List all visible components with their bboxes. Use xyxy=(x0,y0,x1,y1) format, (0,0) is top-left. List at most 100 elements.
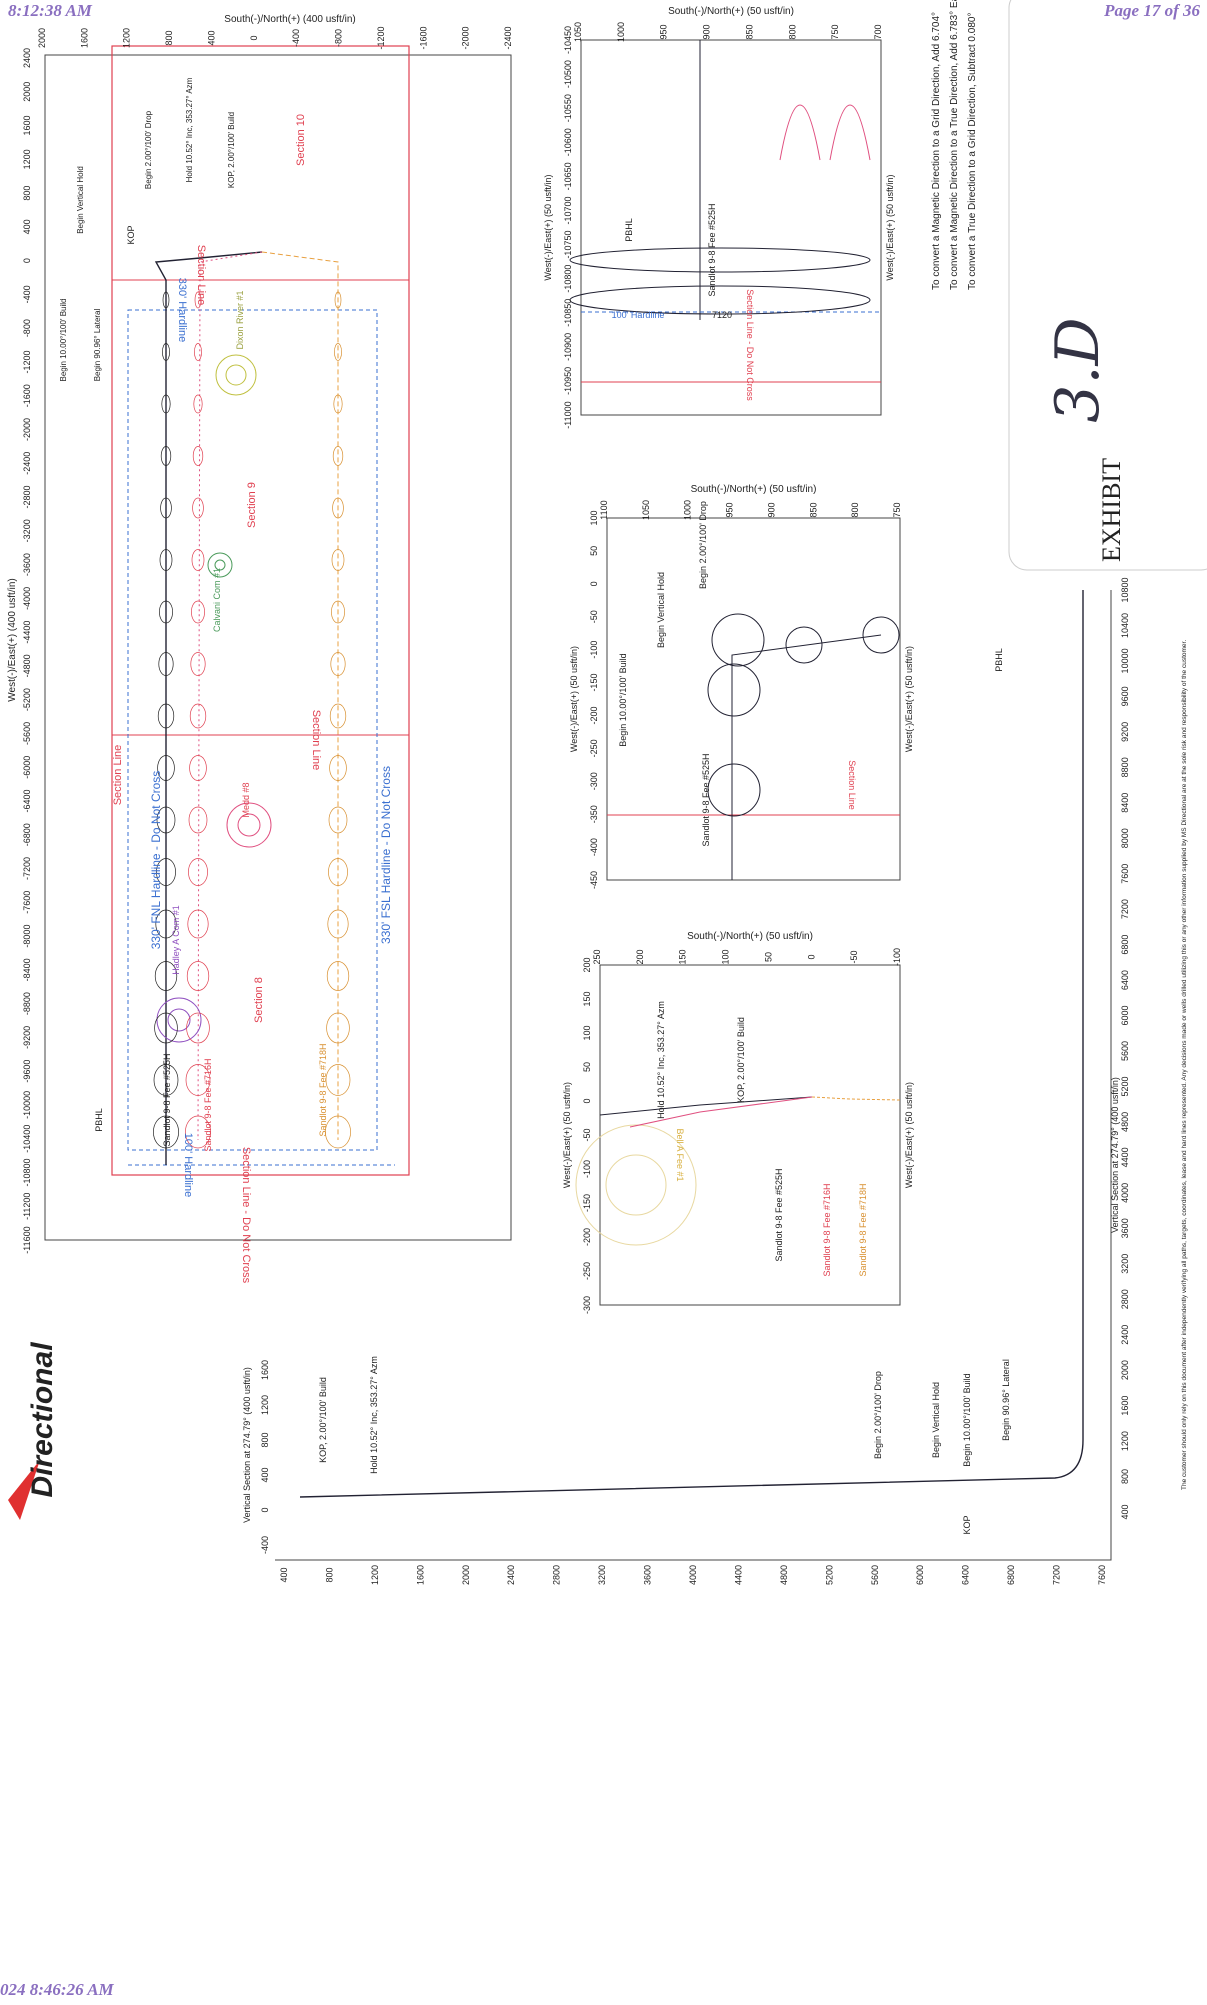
axis-label: West(-)/East(+) (400 usft/in) xyxy=(7,578,18,701)
inset-circles xyxy=(707,613,900,817)
tick-label: -400 xyxy=(589,838,599,856)
tick-label: -10400 xyxy=(22,1125,32,1153)
tick-label: 4800 xyxy=(1120,1112,1130,1132)
plan-label: Begin 2.00°/100' Drop xyxy=(144,110,153,189)
tick-label: 800 xyxy=(1120,1469,1130,1484)
tick-label: -10800 xyxy=(22,1158,32,1186)
inset-frame xyxy=(606,517,901,881)
tick-label: 6800 xyxy=(1120,935,1130,955)
inset-label: KOP, 2.00°/100' Build xyxy=(736,1017,746,1103)
tick-label: 1200 xyxy=(22,149,32,169)
tick-label: 7200 xyxy=(1052,1565,1062,1585)
exhibit-title: EXHIBIT xyxy=(1097,458,1126,562)
tick-label: 8000 xyxy=(1120,828,1130,848)
plan-label: Medd #8 xyxy=(241,782,251,817)
tick-label: 800 xyxy=(22,186,32,201)
uncertainty-ellipse xyxy=(326,961,350,991)
uncertainty-ellipse xyxy=(331,600,345,624)
inset-label: 100' Hardline xyxy=(612,310,665,320)
tick-label: -10700 xyxy=(563,196,573,224)
axis-label: South(-)/North(+) (50 usft/in) xyxy=(687,931,813,942)
inset-label: Section Line - Do Not Cross xyxy=(745,289,755,401)
inset-frame xyxy=(599,964,901,1306)
tick-label: 6800 xyxy=(1006,1565,1016,1585)
tick-label: -11600 xyxy=(22,1226,32,1253)
tick-label: -10900 xyxy=(563,333,573,361)
tick-label: 1600 xyxy=(1120,1396,1130,1416)
uncertainty-ellipses xyxy=(153,291,351,1149)
plan-label: Sandlot 9-8 Fee #525H xyxy=(162,1053,172,1146)
tick-label: -2800 xyxy=(22,486,32,509)
tick-label: -250 xyxy=(582,1262,592,1280)
tick-label: 3600 xyxy=(643,1565,653,1585)
uncertainty-ellipse xyxy=(185,1115,211,1149)
tick-label: -100 xyxy=(589,641,599,659)
uncertainty-ellipse xyxy=(326,1012,350,1044)
section-box xyxy=(111,45,410,1176)
uncertainty-ellipse xyxy=(194,291,202,309)
tick-label: -10750 xyxy=(563,231,573,259)
tick-label: 800 xyxy=(324,1567,334,1582)
uncertainty-ellipse xyxy=(189,755,207,781)
circle xyxy=(785,626,823,664)
tick-label: -9200 xyxy=(22,1026,32,1049)
tick-label: -100 xyxy=(582,1160,592,1178)
tick-label: -400 xyxy=(22,285,32,303)
circle xyxy=(862,616,900,654)
uncertainty-ellipse xyxy=(192,446,204,466)
offset-wells xyxy=(156,354,272,1043)
uncertainty-ellipse xyxy=(153,1115,179,1149)
axis-label: Vertical Section at 274.79° (400 usft/in… xyxy=(242,1367,252,1523)
uncertainty-ellipse xyxy=(334,291,342,309)
plan-label: Sandlot 9-8 Fee #718H xyxy=(318,1043,328,1136)
tick-label: -450 xyxy=(589,871,599,889)
uncertainty-ellipse xyxy=(153,1064,179,1096)
inset-arcs xyxy=(779,104,871,161)
tick-label: 50 xyxy=(589,546,599,556)
uncertainty-ellipse xyxy=(156,806,176,834)
tick-label: 6400 xyxy=(961,1565,971,1585)
tick-label: 2000 xyxy=(1120,1360,1130,1380)
tick-label: 2000 xyxy=(37,28,47,48)
uncertainty-ellipse xyxy=(188,806,208,834)
hadley-well-inner xyxy=(167,1008,191,1032)
tick-label: 5200 xyxy=(1120,1076,1130,1096)
tick-label: 5600 xyxy=(1120,1041,1130,1061)
circle xyxy=(711,613,765,667)
inset-ellipse xyxy=(569,285,871,315)
tick-label: -400 xyxy=(291,29,301,47)
tick-label: -5200 xyxy=(22,688,32,711)
wellbore-718h xyxy=(261,251,339,1140)
plan-label: Hadley A Com #1 xyxy=(171,905,181,975)
uncertainty-ellipse xyxy=(325,1115,351,1149)
tick-label: -3200 xyxy=(22,519,32,542)
hadley-well xyxy=(156,997,202,1043)
tick-label: 3200 xyxy=(597,1565,607,1585)
uncertainty-ellipse xyxy=(194,343,202,361)
inset-label: Sandlot 9-8 Fee #718H xyxy=(858,1183,868,1276)
tick-label: -6000 xyxy=(22,756,32,779)
tick-label: 250 xyxy=(592,949,602,964)
tick-label: -10450 xyxy=(563,26,573,54)
tick-label: 750 xyxy=(892,502,902,517)
uncertainty-ellipse xyxy=(162,343,170,361)
bell-well xyxy=(575,1124,697,1246)
plan-label: Section Line xyxy=(195,245,207,306)
tick-label: -50 xyxy=(849,950,859,963)
tick-label: 8400 xyxy=(1120,793,1130,813)
plan-label: Begin Vertical Hold xyxy=(76,166,85,234)
header-time: 8:12:38 AM xyxy=(8,1,93,20)
tick-label: 1600 xyxy=(79,28,89,48)
tick-label: -1600 xyxy=(418,26,428,49)
tick-label: 7600 xyxy=(1120,864,1130,884)
vs-label: Begin Vertical Hold xyxy=(931,1382,941,1458)
tick-label: -100 xyxy=(892,948,902,966)
tick-label: 2000 xyxy=(461,1565,471,1585)
tick-label: 6000 xyxy=(1120,1006,1130,1026)
tick-label: 4000 xyxy=(1120,1183,1130,1203)
inset-label: Begin Vertical Hold xyxy=(656,572,666,648)
inset-label: Begin 10.00°/100' Build xyxy=(618,653,628,746)
uncertainty-ellipse xyxy=(162,291,170,309)
tick-label: -11200 xyxy=(22,1193,32,1220)
tick-label: 150 xyxy=(582,991,592,1006)
